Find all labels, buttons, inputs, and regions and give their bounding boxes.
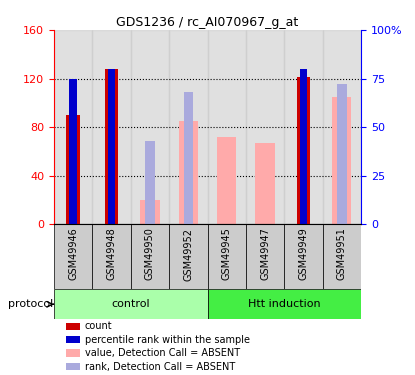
Text: Htt induction: Htt induction bbox=[248, 299, 321, 309]
Bar bbox=[169, 30, 208, 224]
Bar bbox=[337, 84, 347, 224]
Bar bbox=[208, 30, 246, 224]
Bar bbox=[66, 350, 80, 357]
Bar bbox=[108, 69, 115, 224]
Text: percentile rank within the sample: percentile rank within the sample bbox=[85, 334, 250, 345]
Bar bbox=[131, 224, 169, 289]
Bar bbox=[208, 289, 361, 320]
Text: GSM49950: GSM49950 bbox=[145, 228, 155, 280]
Text: GSM49947: GSM49947 bbox=[260, 228, 270, 280]
Bar bbox=[284, 224, 323, 289]
Bar bbox=[300, 69, 308, 224]
Bar bbox=[297, 77, 310, 224]
Bar bbox=[131, 30, 169, 224]
Title: GDS1236 / rc_AI070967_g_at: GDS1236 / rc_AI070967_g_at bbox=[116, 16, 299, 29]
Bar bbox=[140, 200, 159, 224]
Text: GSM49949: GSM49949 bbox=[298, 228, 308, 280]
Bar bbox=[208, 224, 246, 289]
Text: value, Detection Call = ABSENT: value, Detection Call = ABSENT bbox=[85, 348, 240, 358]
Bar bbox=[69, 79, 77, 224]
Bar bbox=[183, 92, 193, 224]
Text: GSM49946: GSM49946 bbox=[68, 228, 78, 280]
Bar bbox=[54, 30, 92, 224]
Text: rank, Detection Call = ABSENT: rank, Detection Call = ABSENT bbox=[85, 362, 235, 372]
Bar bbox=[246, 30, 284, 224]
Bar bbox=[93, 224, 131, 289]
Bar bbox=[323, 224, 361, 289]
Text: GSM49945: GSM49945 bbox=[222, 228, 232, 280]
Bar bbox=[66, 115, 80, 224]
Bar bbox=[105, 69, 118, 224]
Bar bbox=[332, 97, 352, 224]
Text: count: count bbox=[85, 321, 112, 331]
Bar bbox=[145, 141, 155, 224]
Bar bbox=[54, 289, 208, 320]
Bar bbox=[323, 30, 361, 224]
Bar bbox=[66, 336, 80, 343]
Bar bbox=[169, 224, 208, 289]
Bar bbox=[217, 137, 236, 224]
Bar bbox=[66, 322, 80, 330]
Text: protocol: protocol bbox=[8, 299, 53, 309]
Text: GSM49951: GSM49951 bbox=[337, 228, 347, 280]
Bar bbox=[66, 363, 80, 370]
Text: control: control bbox=[111, 299, 150, 309]
Bar bbox=[54, 224, 92, 289]
Bar bbox=[246, 224, 284, 289]
Text: GSM49948: GSM49948 bbox=[107, 228, 117, 280]
Text: GSM49952: GSM49952 bbox=[183, 228, 193, 280]
Bar bbox=[93, 30, 131, 224]
Bar bbox=[256, 143, 275, 224]
Bar bbox=[284, 30, 323, 224]
Bar bbox=[179, 121, 198, 224]
